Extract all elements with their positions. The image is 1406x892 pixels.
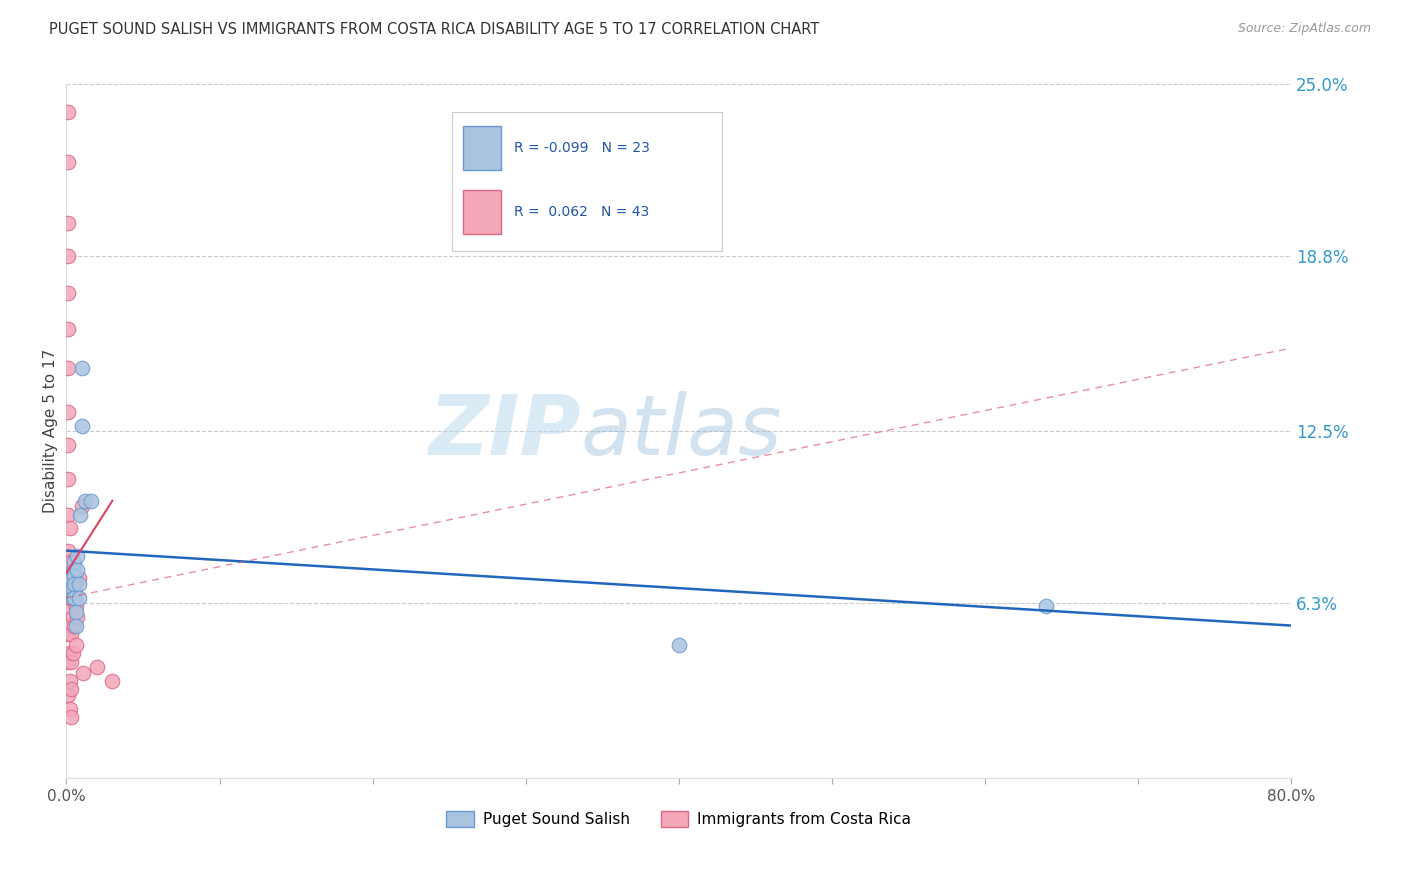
Point [60, 571, 83, 585]
Point [56, 571, 79, 585]
Point [73, 493, 96, 508]
Point [66, 563, 89, 577]
Text: PUGET SOUND SALISH VS IMMIGRANTS FROM COSTA RICA DISABILITY AGE 5 TO 17 CORRELAT: PUGET SOUND SALISH VS IMMIGRANTS FROM CO… [49, 22, 820, 37]
Point [69, 508, 91, 522]
Point [56, 360, 79, 375]
Point [56, 155, 79, 169]
Point [62, 646, 84, 660]
Point [101, 674, 124, 689]
Point [58, 702, 80, 716]
Point [66, 549, 89, 564]
Point [60, 627, 83, 641]
Point [60, 582, 83, 597]
Point [63, 582, 86, 597]
Point [62, 563, 84, 577]
Point [56, 508, 79, 522]
Point [66, 610, 89, 624]
Point [60, 710, 83, 724]
Point [63, 591, 86, 605]
Point [56, 599, 79, 614]
Point [72, 665, 94, 680]
Point [58, 674, 80, 689]
Point [60, 555, 83, 569]
Text: Source: ZipAtlas.com: Source: ZipAtlas.com [1237, 22, 1371, 36]
Point [56, 105, 79, 120]
Point [70, 360, 93, 375]
Point [67, 571, 90, 585]
Point [65, 618, 87, 632]
Point [1035, 599, 1057, 614]
Point [668, 638, 690, 652]
Point [80, 493, 103, 508]
Point [56, 285, 79, 300]
Point [67, 591, 90, 605]
Point [56, 655, 79, 669]
Point [60, 655, 83, 669]
Point [65, 638, 87, 652]
Point [58, 591, 80, 605]
Point [65, 605, 87, 619]
Point [67, 577, 90, 591]
Point [70, 500, 93, 514]
Legend: Puget Sound Salish, Immigrants from Costa Rica: Puget Sound Salish, Immigrants from Cost… [440, 805, 918, 833]
Point [62, 591, 84, 605]
Point [58, 618, 80, 632]
Point [58, 555, 80, 569]
Point [70, 418, 93, 433]
Point [62, 610, 84, 624]
Point [56, 250, 79, 264]
Point [65, 599, 87, 614]
Point [56, 216, 79, 230]
Point [63, 555, 86, 569]
Point [62, 582, 84, 597]
Point [58, 521, 80, 535]
Point [62, 571, 84, 585]
Text: atlas: atlas [581, 391, 783, 472]
Point [56, 688, 79, 702]
Point [58, 646, 80, 660]
Point [56, 543, 79, 558]
Point [56, 471, 79, 485]
Point [63, 568, 86, 582]
Point [60, 682, 83, 697]
Point [56, 438, 79, 452]
Point [56, 321, 79, 335]
Point [56, 627, 79, 641]
Point [60, 591, 83, 605]
Text: ZIP: ZIP [429, 391, 581, 472]
Point [86, 660, 108, 674]
Point [63, 618, 86, 632]
Point [56, 405, 79, 419]
Y-axis label: Disability Age 5 to 17: Disability Age 5 to 17 [44, 349, 58, 514]
Point [63, 577, 86, 591]
Point [58, 577, 80, 591]
